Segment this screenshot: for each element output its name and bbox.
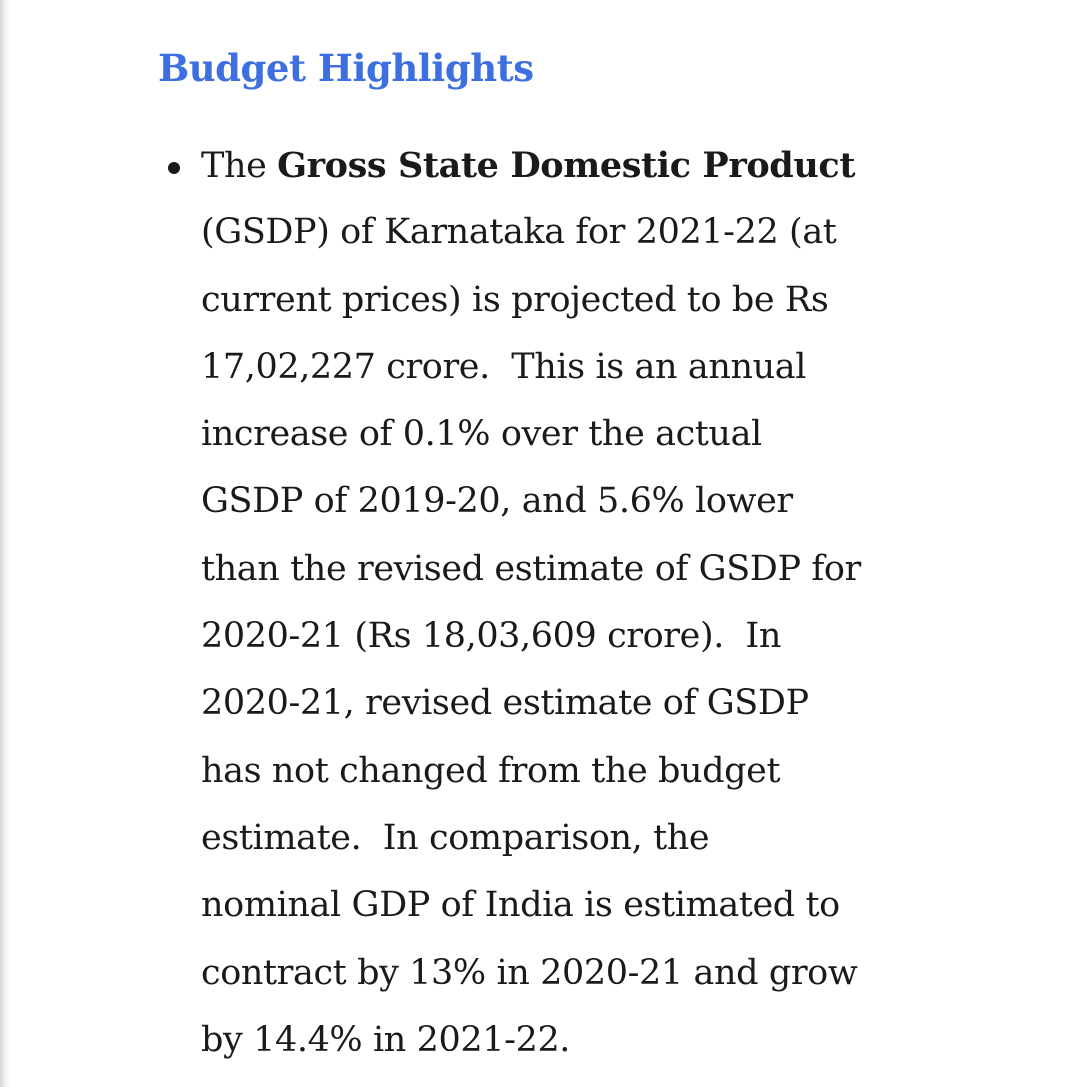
paragraph-line-1: The Gross State Domestic Product (201, 132, 938, 199)
paragraph-line: GSDP of 2019-20, and 5.6% lower (201, 481, 793, 522)
paragraph-line: estimate. In comparison, the (201, 817, 710, 858)
paragraph-line: 2020-21 (Rs 18,03,609 crore). In (201, 616, 781, 657)
paragraph-line: increase of 0.1% over the actual (201, 414, 762, 455)
list-item: The Gross State Domestic Product (GSDP) … (158, 132, 938, 1074)
lead-text: The (201, 146, 278, 186)
bullet-dot-icon (168, 162, 180, 174)
paragraph-line: has not changed from the budget (201, 750, 781, 791)
paragraph-line: 2020-21, revised estimate of GSDP (201, 683, 809, 724)
paragraph-line: 17,02,227 crore. This is an annual (201, 346, 807, 387)
page-edge-shadow (0, 0, 10, 1087)
paragraph-line: (GSDP) of Karnataka for 2021-22 (at (201, 212, 837, 253)
section-heading: Budget Highlights (158, 46, 534, 90)
article-content: Budget Highlights The Gross State Domest… (158, 38, 938, 1060)
highlights-list: The Gross State Domestic Product (GSDP) … (158, 132, 938, 1074)
paragraph-line: by 14.4% in 2021-22. (201, 1019, 571, 1060)
paragraph-line: current prices) is projected to be Rs (201, 279, 829, 320)
paragraph-line: nominal GDP of India is estimated to (201, 885, 840, 926)
paragraph-line: contract by 13% in 2020-21 and grow (201, 952, 858, 993)
bold-term: Gross State Domestic Product (277, 145, 856, 186)
paragraph-line: than the revised estimate of GSDP for (201, 548, 861, 589)
